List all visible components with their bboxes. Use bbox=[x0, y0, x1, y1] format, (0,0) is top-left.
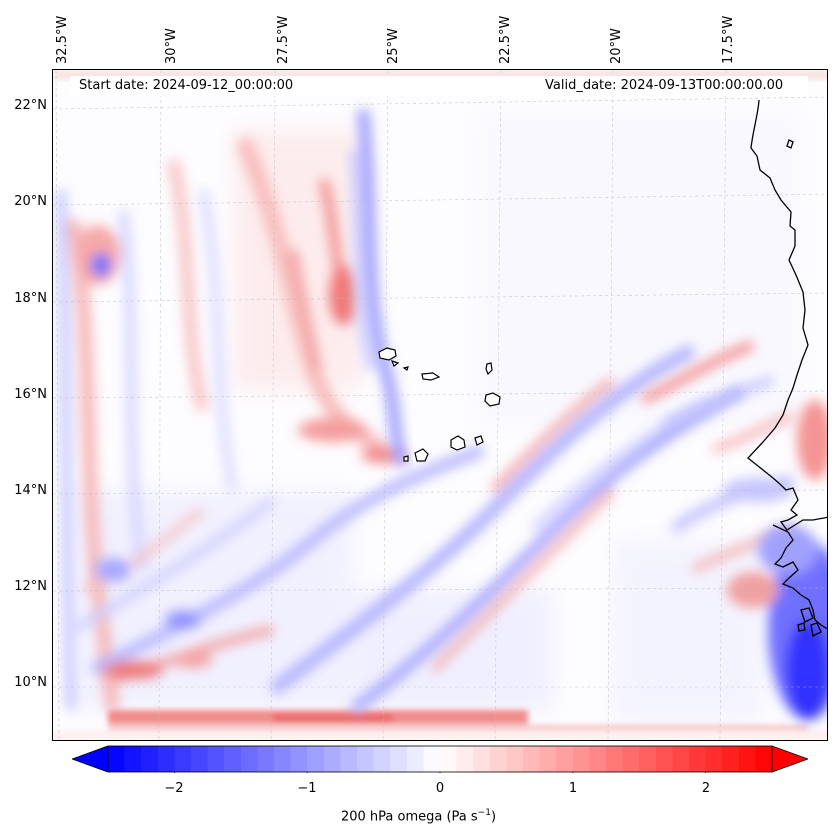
west-africa-coastline bbox=[747, 99, 827, 637]
colorbar-title: 200 hPa omega (Pa s−1) bbox=[0, 808, 837, 824]
lat-label-10n: 10°N bbox=[14, 675, 47, 690]
map-panel[interactable] bbox=[52, 69, 828, 741]
map-info-bar bbox=[70, 76, 808, 96]
lon-label-20w: 20°W bbox=[609, 28, 624, 64]
lon-label-25w: 25°W bbox=[386, 28, 401, 64]
colorbar-extend-min bbox=[72, 745, 109, 773]
lon-label-32-5w: 32.5°W bbox=[55, 15, 70, 64]
lat-label-18n: 18°N bbox=[14, 291, 47, 306]
colorbar-title-close: ) bbox=[490, 809, 497, 825]
colorbar-tick-label: 2 bbox=[701, 781, 711, 796]
omega-field-map bbox=[53, 70, 827, 740]
cape-verde-islands bbox=[378, 347, 501, 462]
lat-label-20n: 20°N bbox=[14, 194, 47, 209]
colorbar bbox=[72, 745, 808, 773]
colorbar-body bbox=[107, 745, 773, 773]
lat-label-22n: 22°N bbox=[14, 98, 47, 113]
graticule bbox=[53, 70, 827, 740]
lat-label-14n: 14°N bbox=[14, 483, 47, 498]
colorbar-ticks bbox=[174, 772, 706, 773]
colorbar-tick-label: −2 bbox=[164, 781, 184, 796]
lon-label-27-5w: 27.5°W bbox=[276, 15, 291, 64]
lon-label-30w: 30°W bbox=[164, 28, 179, 64]
lat-label-16n: 16°N bbox=[14, 387, 47, 402]
lon-label-17-5w: 17.5°W bbox=[721, 15, 736, 64]
colorbar-title-exponent: −1 bbox=[477, 808, 491, 818]
valid-date-label: Valid_date: 2024-09-13T00:00:00.00 bbox=[545, 78, 784, 93]
colorbar-tick-label: −1 bbox=[297, 781, 317, 796]
lat-label-12n: 12°N bbox=[14, 579, 47, 594]
colorbar-extend-max bbox=[771, 745, 808, 773]
colorbar-tick-label: 1 bbox=[568, 781, 578, 796]
start-date-label: Start date: 2024-09-12_00:00:00 bbox=[79, 78, 294, 93]
colorbar-tick-label: 0 bbox=[435, 781, 445, 796]
colorbar-title-text: 200 hPa omega (Pa s bbox=[340, 809, 478, 825]
lon-label-22-5w: 22.5°W bbox=[498, 15, 513, 64]
